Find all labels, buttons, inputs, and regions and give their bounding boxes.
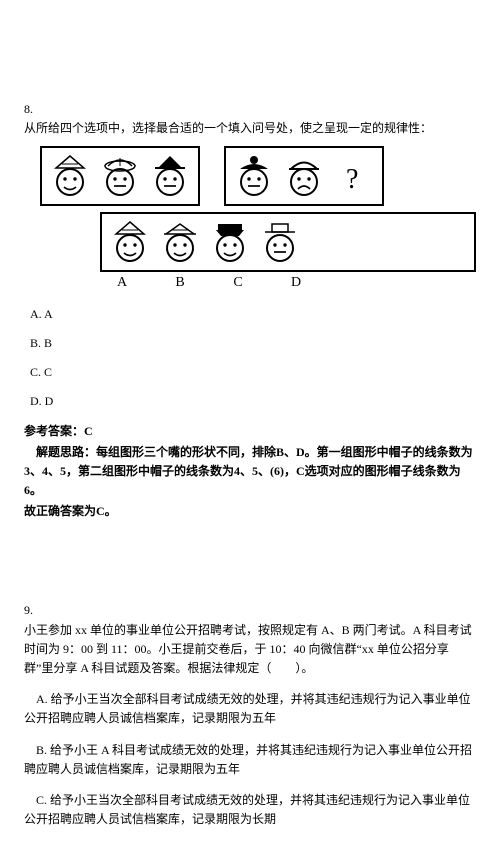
option-a: A. A — [30, 305, 476, 324]
question-9-number: 9. — [24, 601, 476, 620]
figure-answer-box — [100, 212, 476, 272]
explanation-line-1: 解题思路：每组图形三个嘴的形状不同，排除B、D。第一组图形中帽子的线条数为3、4… — [24, 443, 476, 501]
face-hat-1 — [52, 154, 88, 198]
face-hat-4 — [236, 154, 272, 198]
q9-option-c: C. 给予小王当次全部科目考试成绩无效的处理，并将其违纪违规行为记入事业单位公开… — [24, 791, 476, 829]
q9-option-b: B. 给予小王 A 科目考试成绩无效的处理，并将其违纪违规行为记入事业单位公开招… — [24, 741, 476, 779]
label-c: C — [216, 272, 260, 294]
face-option-d — [262, 220, 298, 264]
face-option-b — [162, 220, 198, 264]
face-hat-3 — [152, 154, 188, 198]
label-b: B — [158, 272, 202, 294]
label-d: D — [274, 272, 318, 294]
answer-line: 参考答案：C — [24, 422, 476, 441]
question-mark-icon: ? — [336, 154, 372, 198]
question-8-number: 8. — [24, 100, 476, 119]
q9-option-a: A. 给予小王当次全部科目考试成绩无效的处理，并将其违纪违规行为记入事业单位公开… — [24, 690, 476, 728]
option-d: D. D — [30, 392, 476, 411]
question-8-prompt: 从所给四个选项中，选择最合适的一个填入问号处，使之呈现一定的规律性： — [24, 119, 476, 138]
face-hat-2 — [102, 154, 138, 198]
option-c: C. C — [30, 363, 476, 382]
figure-box-2: ? — [224, 146, 384, 206]
option-b: B. B — [30, 334, 476, 353]
label-a: A — [100, 272, 144, 294]
question-8-figure: ? — [40, 146, 476, 294]
svg-text:?: ? — [346, 164, 358, 195]
face-option-c — [212, 220, 248, 264]
figure-labels: A B C D — [100, 272, 476, 294]
face-option-a — [112, 220, 148, 264]
figure-box-1 — [40, 146, 200, 206]
question-9-prompt: 小王参加 xx 单位的事业单位公开招聘考试，按照规定有 A、B 两门考试。A 科… — [24, 621, 476, 679]
face-hat-5 — [286, 154, 322, 198]
explanation-line-2: 故正确答案为C。 — [24, 502, 476, 521]
